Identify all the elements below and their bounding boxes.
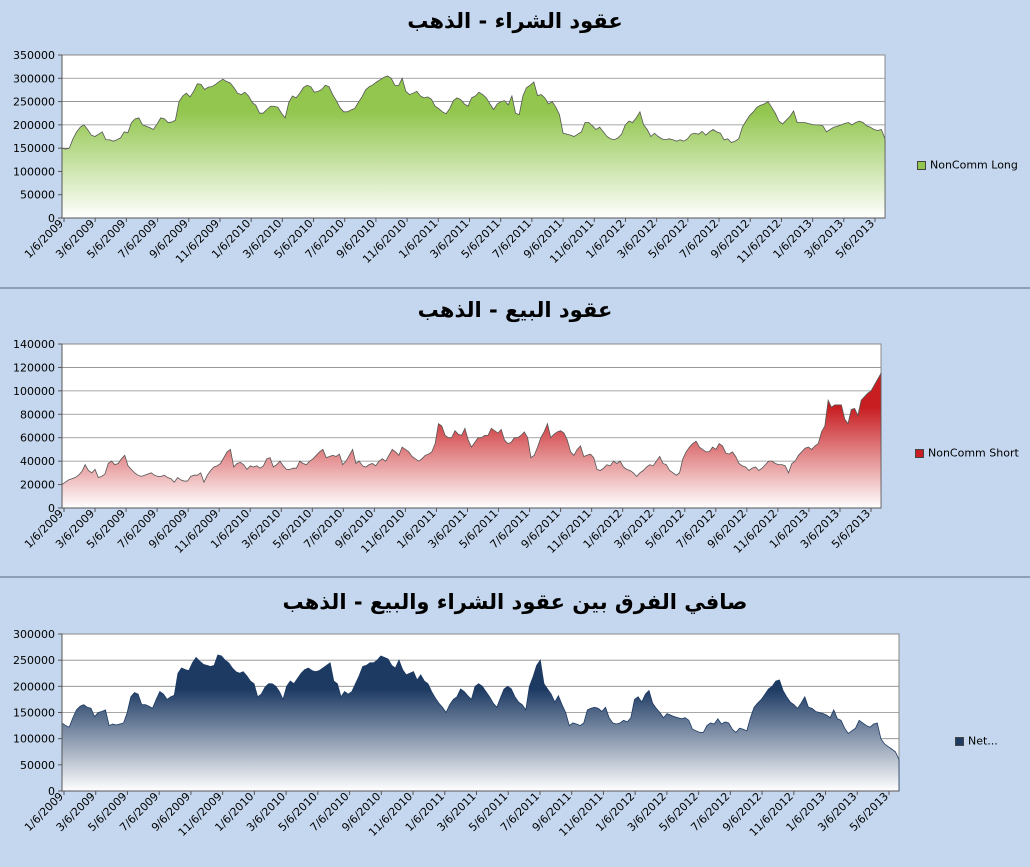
y-tick-label: 20000	[20, 479, 55, 492]
y-tick-label: 40000	[20, 455, 55, 468]
legend-swatch	[917, 160, 926, 170]
y-tick-label: 300000	[13, 72, 55, 85]
y-tick-label: 0	[48, 212, 55, 225]
chart-title: عقود الشراء - الذهب	[407, 9, 623, 33]
y-tick-label: 100000	[13, 165, 55, 178]
chart-panel-long: عقود الشراء - الذهب 0 50000 100000 150000 20…	[0, 0, 1030, 289]
y-tick-label: 150000	[13, 142, 55, 155]
series-area	[61, 654, 900, 792]
legend-label: NonComm Long	[930, 158, 1018, 172]
y-tick-label: 140000	[13, 338, 55, 351]
legend: Net...	[955, 734, 998, 748]
y-tick-label: 300000	[13, 628, 55, 641]
y-tick-label: 50000	[20, 189, 55, 202]
y-tick-label: 100000	[13, 733, 55, 746]
series-area	[61, 371, 882, 509]
y-tick-label: 0	[48, 785, 55, 798]
y-tick-label: 0	[48, 502, 55, 515]
y-tick-label: 50000	[20, 759, 55, 772]
y-tick-label: 250000	[13, 96, 55, 109]
chart-panel-net: صافي الفرق بين عقود الشراء والبيع - الذه…	[0, 578, 1030, 867]
y-tick-label: 200000	[13, 119, 55, 132]
y-tick-label: 100000	[13, 385, 55, 398]
chart-svg: 0 50000 100000 150000 200000 250000 300000 3500…	[13, 49, 886, 266]
chart-title: صافي الفرق بين عقود الشراء والبيع - الذه…	[282, 590, 748, 614]
y-tick-label: 120000	[13, 361, 55, 374]
legend: NonComm Long	[917, 158, 1018, 172]
legend-label: NonComm Short	[928, 446, 1019, 460]
chart-svg: 0200004000060000800001000001200001400001…	[13, 338, 882, 556]
chart-svg: 0500001000001500002000002500003000001/6/…	[13, 628, 900, 839]
y-tick-label: 60000	[20, 432, 55, 445]
chart-panel-short: عقود البيع - الذهب 0 20000 40000 60000 80000…	[0, 289, 1030, 578]
series-area	[61, 75, 886, 219]
y-tick-label: 350000	[13, 49, 55, 62]
chart-title: عقود البيع - الذهب	[417, 298, 613, 322]
y-tick-label: 200000	[13, 680, 55, 693]
legend: NonComm Short	[915, 446, 1019, 460]
y-tick-label: 80000	[20, 408, 55, 421]
y-tick-label: 150000	[13, 707, 55, 720]
legend-label: Net...	[968, 734, 998, 748]
y-tick-label: 250000	[13, 654, 55, 667]
legend-swatch	[915, 448, 924, 458]
legend-swatch	[955, 736, 964, 746]
